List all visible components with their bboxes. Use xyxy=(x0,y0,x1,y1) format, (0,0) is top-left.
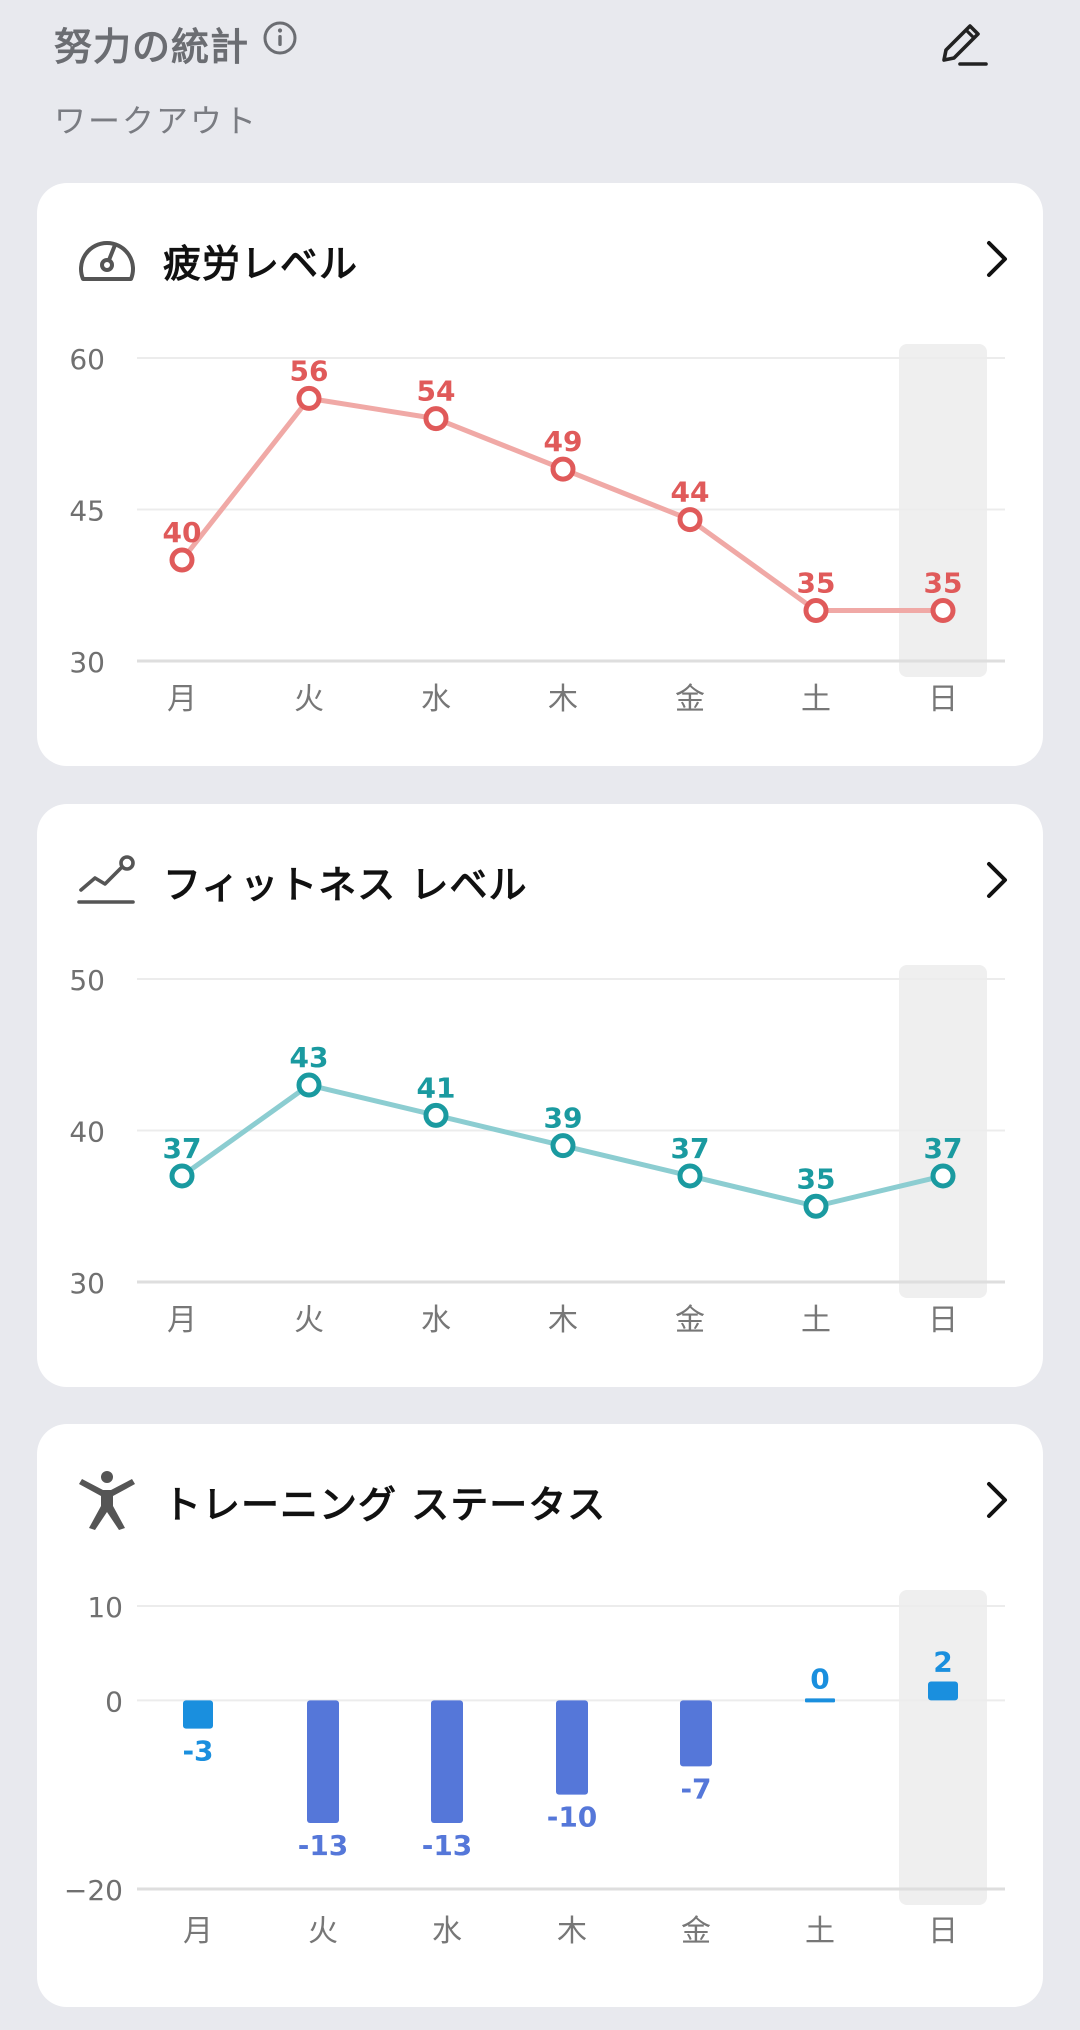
training-chart: −20 0 10 月 火 水 木 金 土 日 -3 -13 -13 -10 -7 0 2 xyxy=(64,1590,1005,1949)
data-label: 35 xyxy=(797,567,836,600)
gauge-icon xyxy=(79,241,135,281)
data-point xyxy=(423,406,449,432)
data-label: 40 xyxy=(163,516,202,549)
y-tick-label: −20 xyxy=(64,1874,123,1907)
data-label: 37 xyxy=(671,1132,710,1165)
data-label: 44 xyxy=(671,476,710,509)
x-tick-label: 土 xyxy=(805,1914,835,1949)
x-tick-label: 金 xyxy=(675,682,705,717)
fitness-card[interactable]: フィットネス レベル 30 40 50 月 火 水 木 金 土 日 37 43 41 39 37 35 37 xyxy=(37,804,1043,1387)
bar xyxy=(928,1681,958,1701)
data-label: 2 xyxy=(933,1645,952,1678)
info-icon[interactable] xyxy=(262,20,298,56)
data-label: 56 xyxy=(290,354,329,387)
y-tick-label: 40 xyxy=(69,1116,105,1149)
x-tick-label: 木 xyxy=(557,1914,587,1949)
data-label: 35 xyxy=(797,1162,836,1195)
x-tick-label: 火 xyxy=(308,1914,338,1949)
trend-chart-icon xyxy=(77,855,135,904)
training-card[interactable]: トレーニング ステータス −20 0 10 月 火 水 木 金 土 日 -3 -13 -13 -10 -7 0… xyxy=(37,1424,1043,2007)
fitness-chart: 30 40 50 月 火 水 木 金 土 日 37 43 41 39 37 35 37 xyxy=(69,964,1005,1338)
x-tick-label: 火 xyxy=(294,1303,324,1338)
data-label: 39 xyxy=(544,1102,583,1135)
x-tick-label: 火 xyxy=(294,682,324,717)
data-point xyxy=(550,1133,576,1159)
data-point xyxy=(550,456,576,482)
y-tick-label: 30 xyxy=(69,1267,105,1300)
x-tick-label: 金 xyxy=(675,1303,705,1338)
x-tick-label: 月 xyxy=(167,682,197,717)
data-point xyxy=(803,1193,829,1219)
data-label: -13 xyxy=(422,1829,473,1862)
y-tick-label: 50 xyxy=(69,964,105,997)
chevron-right-icon[interactable] xyxy=(977,1476,1017,1524)
x-tick-label: 水 xyxy=(421,682,451,717)
highlight-band xyxy=(899,1590,987,1905)
x-tick-label: 水 xyxy=(421,1303,451,1338)
data-point xyxy=(677,1163,703,1189)
bar xyxy=(431,1700,463,1823)
x-tick-label: 月 xyxy=(183,1914,213,1949)
x-tick-label: 日 xyxy=(928,1914,958,1949)
edit-icon[interactable] xyxy=(936,16,992,72)
person-stretch-icon xyxy=(79,1471,135,1530)
data-label: 54 xyxy=(417,375,456,408)
fatigue-card[interactable]: 疲労レベル 30 45 60 月 火 水 木 金 土 日 40 56 54 49 44 35 35 xyxy=(37,183,1043,766)
y-tick-label: 60 xyxy=(69,343,105,376)
data-label: 0 xyxy=(810,1662,829,1695)
data-label: -13 xyxy=(298,1829,349,1862)
data-point xyxy=(169,1163,195,1189)
chevron-right-icon[interactable] xyxy=(977,235,1017,283)
data-point xyxy=(296,1072,322,1098)
data-label: 49 xyxy=(544,425,583,458)
x-tick-label: 日 xyxy=(928,682,958,717)
stats-header: 努力の統計 ワークアウト xyxy=(0,0,1080,180)
data-label: 37 xyxy=(163,1132,202,1165)
y-tick-label: 10 xyxy=(87,1591,123,1624)
fatigue-card-title: 疲労レベル xyxy=(163,242,359,286)
data-label: 35 xyxy=(924,567,963,600)
x-tick-label: 金 xyxy=(681,1914,711,1949)
page-title: 努力の統計 xyxy=(54,25,250,69)
bar xyxy=(183,1700,213,1729)
x-tick-label: 日 xyxy=(928,1303,958,1338)
y-tick-label: 30 xyxy=(69,646,105,679)
bar xyxy=(680,1700,712,1767)
fatigue-chart: 30 45 60 月 火 水 木 金 土 日 40 56 54 49 44 35 35 xyxy=(69,343,1005,717)
x-tick-label: 木 xyxy=(548,682,578,717)
data-label: -3 xyxy=(182,1735,213,1768)
data-label: -7 xyxy=(680,1772,711,1805)
data-point xyxy=(296,385,322,411)
x-tick-label: 土 xyxy=(801,1303,831,1338)
data-label: 43 xyxy=(290,1041,329,1074)
data-point xyxy=(803,598,829,623)
y-tick-label: 0 xyxy=(105,1685,123,1718)
data-label: -10 xyxy=(547,1801,598,1834)
x-tick-label: 土 xyxy=(801,682,831,717)
data-label: 37 xyxy=(924,1132,963,1165)
bar xyxy=(556,1700,588,1795)
page-subtitle: ワークアウト xyxy=(54,102,259,140)
data-point xyxy=(930,598,956,623)
training-card-title: トレーニング ステータス xyxy=(163,1483,607,1527)
data-label: 41 xyxy=(417,1071,456,1104)
fitness-card-title: フィットネス レベル xyxy=(163,863,528,907)
x-tick-label: 水 xyxy=(432,1914,462,1949)
x-tick-label: 木 xyxy=(548,1303,578,1338)
data-point xyxy=(169,547,195,573)
x-tick-label: 月 xyxy=(167,1303,197,1338)
data-point xyxy=(930,1163,956,1189)
data-point xyxy=(423,1102,449,1128)
chevron-right-icon[interactable] xyxy=(977,856,1017,904)
y-tick-label: 45 xyxy=(69,495,105,528)
bar xyxy=(307,1700,339,1823)
data-point xyxy=(677,507,703,533)
bar xyxy=(805,1698,835,1703)
